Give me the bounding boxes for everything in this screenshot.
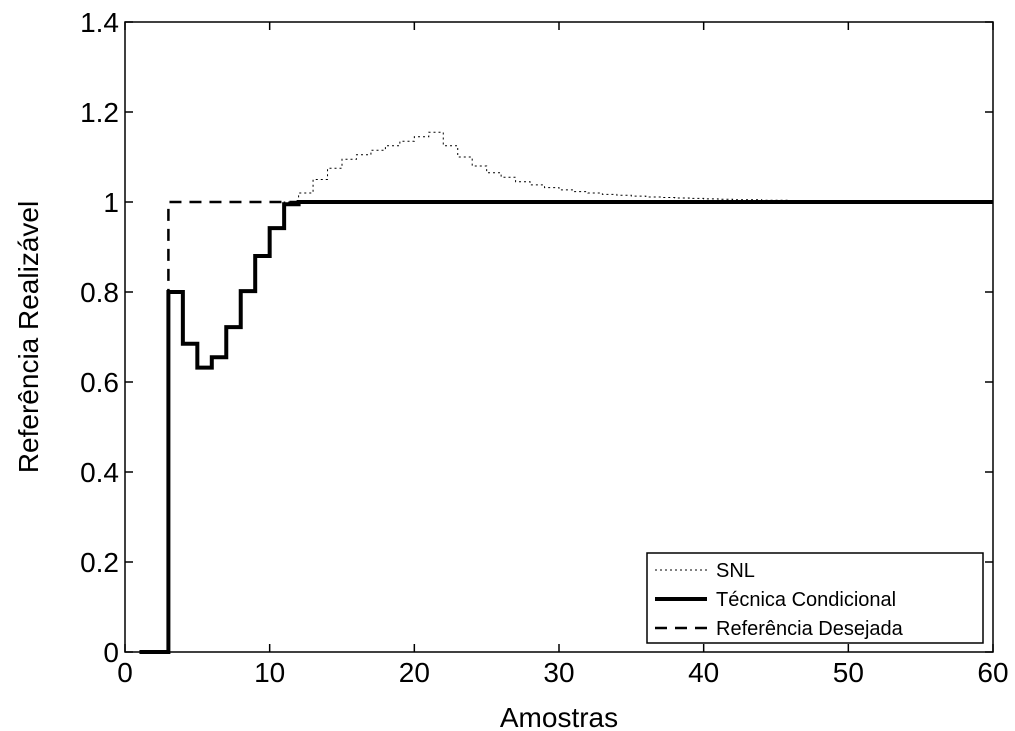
legend-label: SNL (716, 560, 755, 582)
legend-label: Referência Desejada (716, 618, 904, 640)
y-tick-label: 0.6 (80, 367, 119, 398)
x-axis-title: Amostras (500, 702, 618, 731)
x-tick-label: 10 (254, 657, 285, 688)
x-tick-label: 40 (688, 657, 719, 688)
y-tick-label: 0 (103, 637, 119, 668)
legend: SNL Técnica Condicional Referência Desejad… (647, 553, 983, 643)
legend-label: Técnica Condicional (716, 589, 896, 611)
x-tick-label: 0 (117, 657, 133, 688)
x-tick-label: 50 (833, 657, 864, 688)
y-tick-label: 0.8 (80, 277, 119, 308)
x-tick-label: 60 (977, 657, 1008, 688)
x-tick-label: 30 (543, 657, 574, 688)
x-tick-label: 20 (399, 657, 430, 688)
y-tick-label: 0.2 (80, 547, 119, 578)
y-tick-label: 1 (103, 187, 119, 218)
y-tick-label: 1.4 (80, 7, 119, 38)
y-tick-label: 1.2 (80, 97, 119, 128)
y-axis-title: Referência Realizável (13, 201, 44, 473)
y-tick-label: 0.4 (80, 457, 119, 488)
